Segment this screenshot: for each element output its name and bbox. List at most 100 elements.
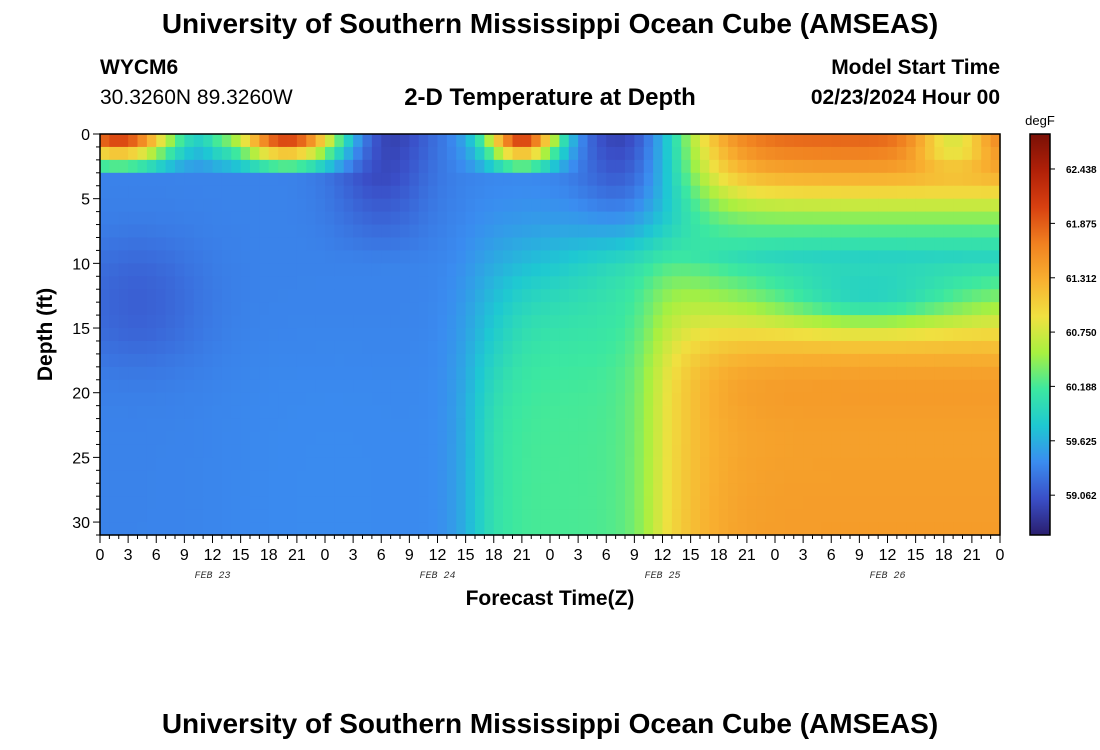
- heatmap-cell: [625, 405, 635, 420]
- heatmap-cell: [868, 250, 879, 264]
- heatmap-cell: [559, 185, 570, 200]
- heatmap-cell: [803, 250, 814, 264]
- heatmap-cell: [690, 250, 701, 264]
- heatmap-cell: [428, 392, 439, 407]
- heatmap-cell: [709, 405, 720, 420]
- heatmap-cell: [643, 431, 654, 446]
- heatmap-cell: [643, 340, 654, 355]
- heatmap-cell: [325, 198, 335, 213]
- heatmap-cell: [953, 289, 964, 303]
- heatmap-cell: [325, 159, 335, 174]
- heatmap-cell: [278, 431, 289, 446]
- heatmap-cell: [578, 198, 589, 213]
- heatmap-cell: [596, 302, 607, 316]
- heatmap-cell: [653, 340, 664, 355]
- heatmap-cell: [690, 405, 701, 420]
- heatmap-cell: [756, 509, 767, 523]
- heatmap-cell: [203, 172, 214, 187]
- heatmap-cell: [268, 431, 279, 446]
- heatmap-cell: [409, 496, 420, 510]
- heatmap-cell: [259, 522, 270, 536]
- heatmap-cell: [756, 366, 767, 381]
- heatmap-cell: [475, 405, 485, 420]
- heatmap-cell: [812, 366, 823, 381]
- heatmap-cell: [709, 134, 720, 148]
- heatmap-cell: [625, 328, 635, 342]
- heatmap-cell: [821, 522, 832, 536]
- heatmap-cell: [381, 172, 392, 187]
- heatmap-cell: [100, 185, 110, 200]
- heatmap-cell: [512, 224, 523, 239]
- heatmap-cell: [896, 315, 907, 329]
- heatmap-cell: [681, 509, 692, 523]
- heatmap-cell: [700, 457, 710, 471]
- heatmap-cell: [428, 159, 439, 174]
- heatmap-cell: [887, 444, 898, 458]
- heatmap-cell: [568, 159, 579, 174]
- heatmap-cell: [971, 198, 982, 213]
- heatmap-cell: [859, 250, 870, 264]
- heatmap-cell: [390, 276, 401, 290]
- heatmap-cell: [953, 509, 964, 523]
- heatmap-cell: [700, 172, 710, 187]
- heatmap-cell: [137, 457, 148, 471]
- heatmap-cell: [953, 250, 964, 264]
- heatmap-cell: [934, 405, 945, 420]
- heatmap-cell: [821, 250, 832, 264]
- heatmap-cell: [484, 509, 495, 523]
- heatmap-cell: [596, 315, 607, 329]
- heatmap-cell: [193, 315, 204, 329]
- heatmap-cell: [531, 134, 542, 148]
- heatmap-cell: [737, 250, 748, 264]
- heatmap-cell: [503, 211, 514, 226]
- heatmap-cell: [821, 211, 832, 226]
- heatmap-cell: [953, 159, 964, 174]
- heatmap-cell: [503, 522, 514, 536]
- heatmap-cell: [409, 276, 420, 290]
- heatmap-cell: [681, 302, 692, 316]
- heatmap-cell: [643, 483, 654, 497]
- heatmap-cell: [156, 431, 167, 446]
- heatmap-cell: [325, 444, 335, 458]
- heatmap-cell: [118, 470, 129, 484]
- heatmap-cell: [540, 146, 551, 161]
- heatmap-cell: [868, 470, 879, 484]
- heatmap-cell: [943, 366, 954, 381]
- heatmap-cell: [409, 172, 420, 187]
- heatmap-cell: [962, 522, 973, 536]
- heatmap-cell: [587, 392, 598, 407]
- heatmap-cell: [240, 159, 251, 174]
- heatmap-cell: [981, 418, 992, 433]
- heatmap-cell: [859, 302, 870, 316]
- heatmap-cell: [690, 159, 701, 174]
- heatmap-cell: [390, 237, 401, 252]
- heatmap-cell: [803, 496, 814, 510]
- heatmap-cell: [559, 134, 570, 148]
- heatmap-cell: [240, 302, 251, 316]
- heatmap-cell: [746, 289, 757, 303]
- heatmap-cell: [831, 289, 842, 303]
- heatmap-cell: [859, 315, 870, 329]
- heatmap-cell: [165, 444, 176, 458]
- heatmap-cell: [334, 172, 345, 187]
- heatmap-cell: [793, 185, 804, 200]
- heatmap-cell: [559, 405, 570, 420]
- heatmap-cell: [371, 496, 382, 510]
- heatmap-cell: [878, 496, 889, 510]
- heatmap-cell: [596, 211, 607, 226]
- heatmap-cell: [662, 185, 673, 200]
- heatmap-cell: [550, 250, 560, 264]
- heatmap-cell: [109, 263, 120, 277]
- heatmap-cell: [128, 444, 139, 458]
- heatmap-cell: [700, 211, 710, 226]
- heatmap-cell: [531, 353, 542, 368]
- heatmap-cell: [100, 328, 110, 342]
- heatmap-cell: [203, 379, 214, 394]
- heatmap-cell: [550, 328, 560, 342]
- heatmap-cell: [250, 237, 260, 252]
- heatmap-cell: [906, 379, 917, 394]
- heatmap-cell: [240, 405, 251, 420]
- heatmap-cell: [962, 457, 973, 471]
- heatmap-cell: [878, 444, 889, 458]
- heatmap-cell: [475, 392, 485, 407]
